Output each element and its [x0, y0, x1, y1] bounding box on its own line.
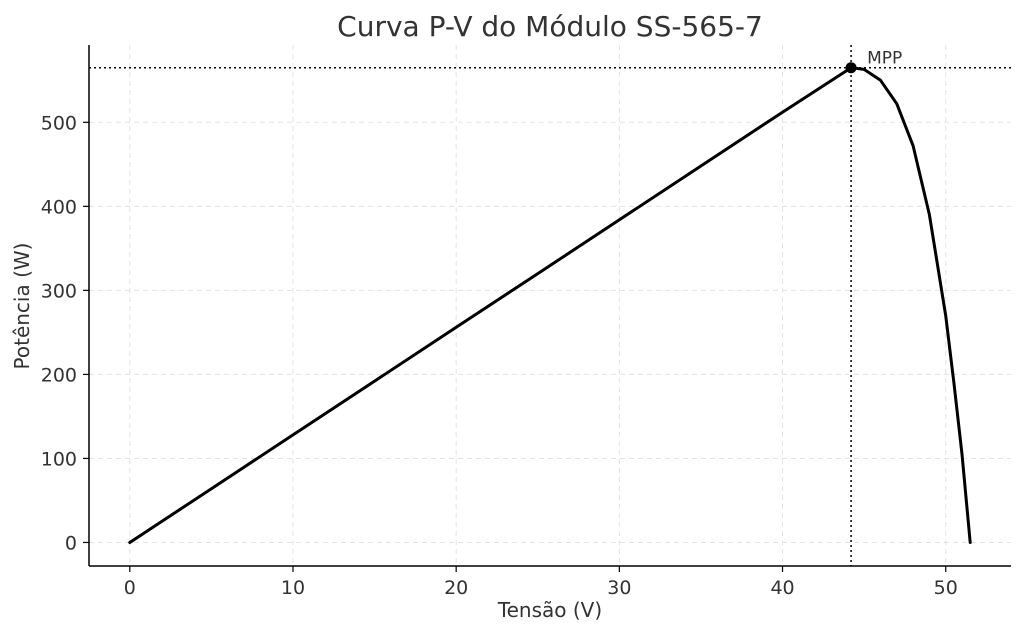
- y-tick-label: 0: [65, 532, 77, 554]
- x-tick-label: 20: [444, 577, 468, 599]
- y-tick-label: 100: [41, 448, 77, 470]
- x-axis-label: Tensão (V): [497, 598, 602, 622]
- y-ticks: 0 100 200 300 400 500: [41, 112, 89, 554]
- x-tick-label: 10: [281, 577, 305, 599]
- mpp-reference-lines: [89, 45, 1011, 566]
- y-tick-label: 500: [41, 112, 77, 134]
- series: [128, 66, 972, 544]
- mpp-point: [845, 62, 857, 74]
- chart-title: Curva P-V do Módulo SS-565-7: [337, 10, 763, 43]
- x-tick-label: 40: [770, 577, 794, 599]
- annotations: MPP: [845, 49, 902, 74]
- axes: [88, 45, 1011, 567]
- mpp-label: MPP: [867, 49, 902, 69]
- x-tick-label: 0: [124, 577, 136, 599]
- y-tick-label: 300: [41, 280, 77, 302]
- grid: [89, 45, 1011, 566]
- y-tick-label: 400: [41, 196, 77, 218]
- y-axis-label: Potência (W): [10, 243, 34, 370]
- x-ticks: 0 10 20 30 40 50: [124, 566, 958, 599]
- x-tick-label: 30: [607, 577, 631, 599]
- series-line: [128, 66, 972, 544]
- y-tick-label: 200: [41, 364, 77, 386]
- x-tick-label: 50: [934, 577, 958, 599]
